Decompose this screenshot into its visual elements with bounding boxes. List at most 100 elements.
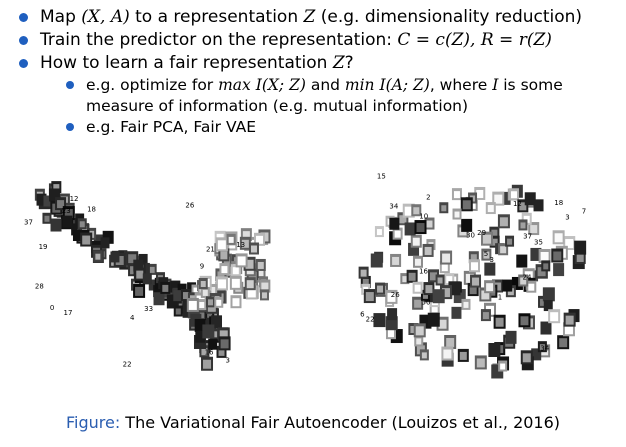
point-label: 2 bbox=[426, 193, 430, 201]
face-thumbnail bbox=[488, 343, 501, 358]
math-inline: max I(X; Z) bbox=[218, 76, 306, 94]
face-thumbnail-detail bbox=[431, 305, 438, 313]
face-thumbnail-detail bbox=[408, 272, 416, 281]
face-thumbnail-detail bbox=[494, 194, 503, 204]
face-thumbnail-detail bbox=[212, 331, 218, 338]
point-label: 30 bbox=[466, 231, 475, 239]
face-thumbnail-detail bbox=[424, 246, 432, 255]
face-thumbnail-detail bbox=[377, 285, 384, 293]
face-thumbnail-detail bbox=[469, 286, 477, 295]
face-thumbnail-detail bbox=[219, 330, 228, 340]
face-thumbnail-detail bbox=[221, 266, 228, 274]
face-thumbnail-detail bbox=[520, 316, 529, 326]
figure-face-embeddings: 19 17 18 4 13 3 22 26 16 0 9 28 12 21 23 37 33 34 34 10 6 7 30… bbox=[0, 168, 626, 388]
face-thumbnail-detail bbox=[523, 215, 530, 223]
face-thumbnail-detail bbox=[360, 269, 367, 277]
face-thumbnail bbox=[540, 321, 552, 335]
face-thumbnail bbox=[100, 237, 110, 249]
face-thumbnail-detail bbox=[524, 271, 533, 281]
face-thumbnail-detail bbox=[202, 289, 208, 296]
face-thumbnail-detail bbox=[245, 259, 254, 269]
point-label: 37 bbox=[24, 218, 33, 226]
point-label: 9 bbox=[200, 262, 204, 270]
point-label: 12 bbox=[513, 200, 522, 208]
point-label: 16 bbox=[205, 349, 214, 357]
face-thumbnail-detail bbox=[564, 325, 573, 335]
face-thumbnail-detail bbox=[441, 264, 448, 272]
face-thumbnail-detail bbox=[232, 298, 240, 307]
math-inline: I bbox=[492, 76, 499, 94]
face-thumbnail-detail bbox=[565, 315, 574, 325]
bullet-text: Map bbox=[40, 7, 82, 27]
face-thumbnail bbox=[373, 313, 386, 328]
face-thumbnail bbox=[153, 285, 164, 298]
face-thumbnail-detail bbox=[463, 301, 469, 308]
face-thumbnail-detail bbox=[491, 238, 498, 246]
point-label: 22 bbox=[366, 315, 375, 323]
math-inline: min I(A; Z) bbox=[344, 76, 430, 94]
face-thumbnail-detail bbox=[438, 319, 447, 329]
bullet-text: ? bbox=[344, 53, 354, 73]
face-thumbnail-detail bbox=[442, 253, 451, 263]
face-thumbnail-detail bbox=[482, 234, 491, 244]
face-thumbnail bbox=[195, 330, 206, 343]
face-thumbnail-detail bbox=[149, 266, 155, 273]
point-label: 35 bbox=[534, 238, 543, 246]
face-thumbnail-detail bbox=[429, 272, 437, 281]
face-thumbnail-detail bbox=[220, 251, 228, 260]
face-thumbnail-detail bbox=[422, 292, 428, 299]
face-thumbnail-detail bbox=[115, 255, 124, 265]
point-label: 18 bbox=[87, 206, 96, 214]
face-thumbnail-detail bbox=[404, 206, 413, 216]
face-thumbnail-detail bbox=[500, 363, 506, 370]
point-label: 15 bbox=[377, 173, 386, 181]
face-thumbnail-detail bbox=[241, 239, 249, 248]
face-thumbnail-detail bbox=[228, 236, 234, 243]
face-thumbnail-detail bbox=[258, 270, 264, 277]
face-thumbnail-detail bbox=[493, 282, 501, 291]
face-thumbnail-detail bbox=[220, 339, 229, 349]
point-label: 34 bbox=[540, 345, 549, 353]
face-thumbnail-detail bbox=[136, 270, 144, 279]
face-thumbnail-detail bbox=[64, 209, 73, 219]
face-thumbnail-detail bbox=[410, 325, 417, 333]
bullet-dot bbox=[19, 36, 28, 45]
point-label: 17 bbox=[64, 309, 73, 317]
face-thumbnail-detail bbox=[207, 312, 213, 319]
face-thumbnail bbox=[153, 292, 165, 306]
face-thumbnail bbox=[505, 330, 517, 344]
bullet-dot bbox=[66, 81, 74, 89]
face-thumbnail-detail bbox=[507, 238, 513, 245]
bullet-dot bbox=[19, 59, 28, 68]
face-thumbnail-detail bbox=[446, 276, 453, 284]
face-thumbnail bbox=[427, 312, 440, 327]
face-thumbnail-detail bbox=[95, 253, 101, 260]
face-thumbnail-detail bbox=[540, 251, 549, 261]
math-inline: Z bbox=[303, 7, 316, 27]
face-thumbnail-detail bbox=[559, 338, 568, 348]
face-thumbnail-detail bbox=[537, 267, 546, 277]
face-thumbnail-detail bbox=[520, 222, 526, 229]
face-thumbnail bbox=[574, 240, 587, 255]
math-inline: Z bbox=[332, 53, 345, 73]
face-thumbnail bbox=[432, 289, 445, 304]
face-thumbnail bbox=[553, 263, 565, 277]
face-thumbnail-detail bbox=[470, 254, 477, 262]
figure-caption: Figure: The Variational Fair Autoencoder… bbox=[0, 413, 626, 432]
face-thumbnail-detail bbox=[79, 221, 85, 228]
face-thumbnail-detail bbox=[57, 200, 65, 209]
embedding-plots: 1917184133222616092812212337333434106730… bbox=[24, 173, 587, 379]
face-thumbnail-detail bbox=[472, 277, 480, 286]
face-thumbnail bbox=[404, 222, 416, 236]
face-thumbnail-detail bbox=[415, 326, 424, 336]
point-label: 34 bbox=[389, 202, 398, 210]
face-thumbnail-detail bbox=[446, 337, 455, 347]
face-thumbnail-detail bbox=[231, 278, 240, 288]
face-thumbnail-detail bbox=[182, 292, 189, 300]
face-thumbnail-detail bbox=[454, 211, 460, 218]
face-thumbnail-detail bbox=[519, 202, 527, 211]
point-label: 33 bbox=[144, 305, 153, 313]
face-thumbnail-detail bbox=[507, 288, 514, 296]
face-thumbnail-detail bbox=[199, 302, 205, 309]
face-thumbnail-detail bbox=[414, 299, 422, 308]
